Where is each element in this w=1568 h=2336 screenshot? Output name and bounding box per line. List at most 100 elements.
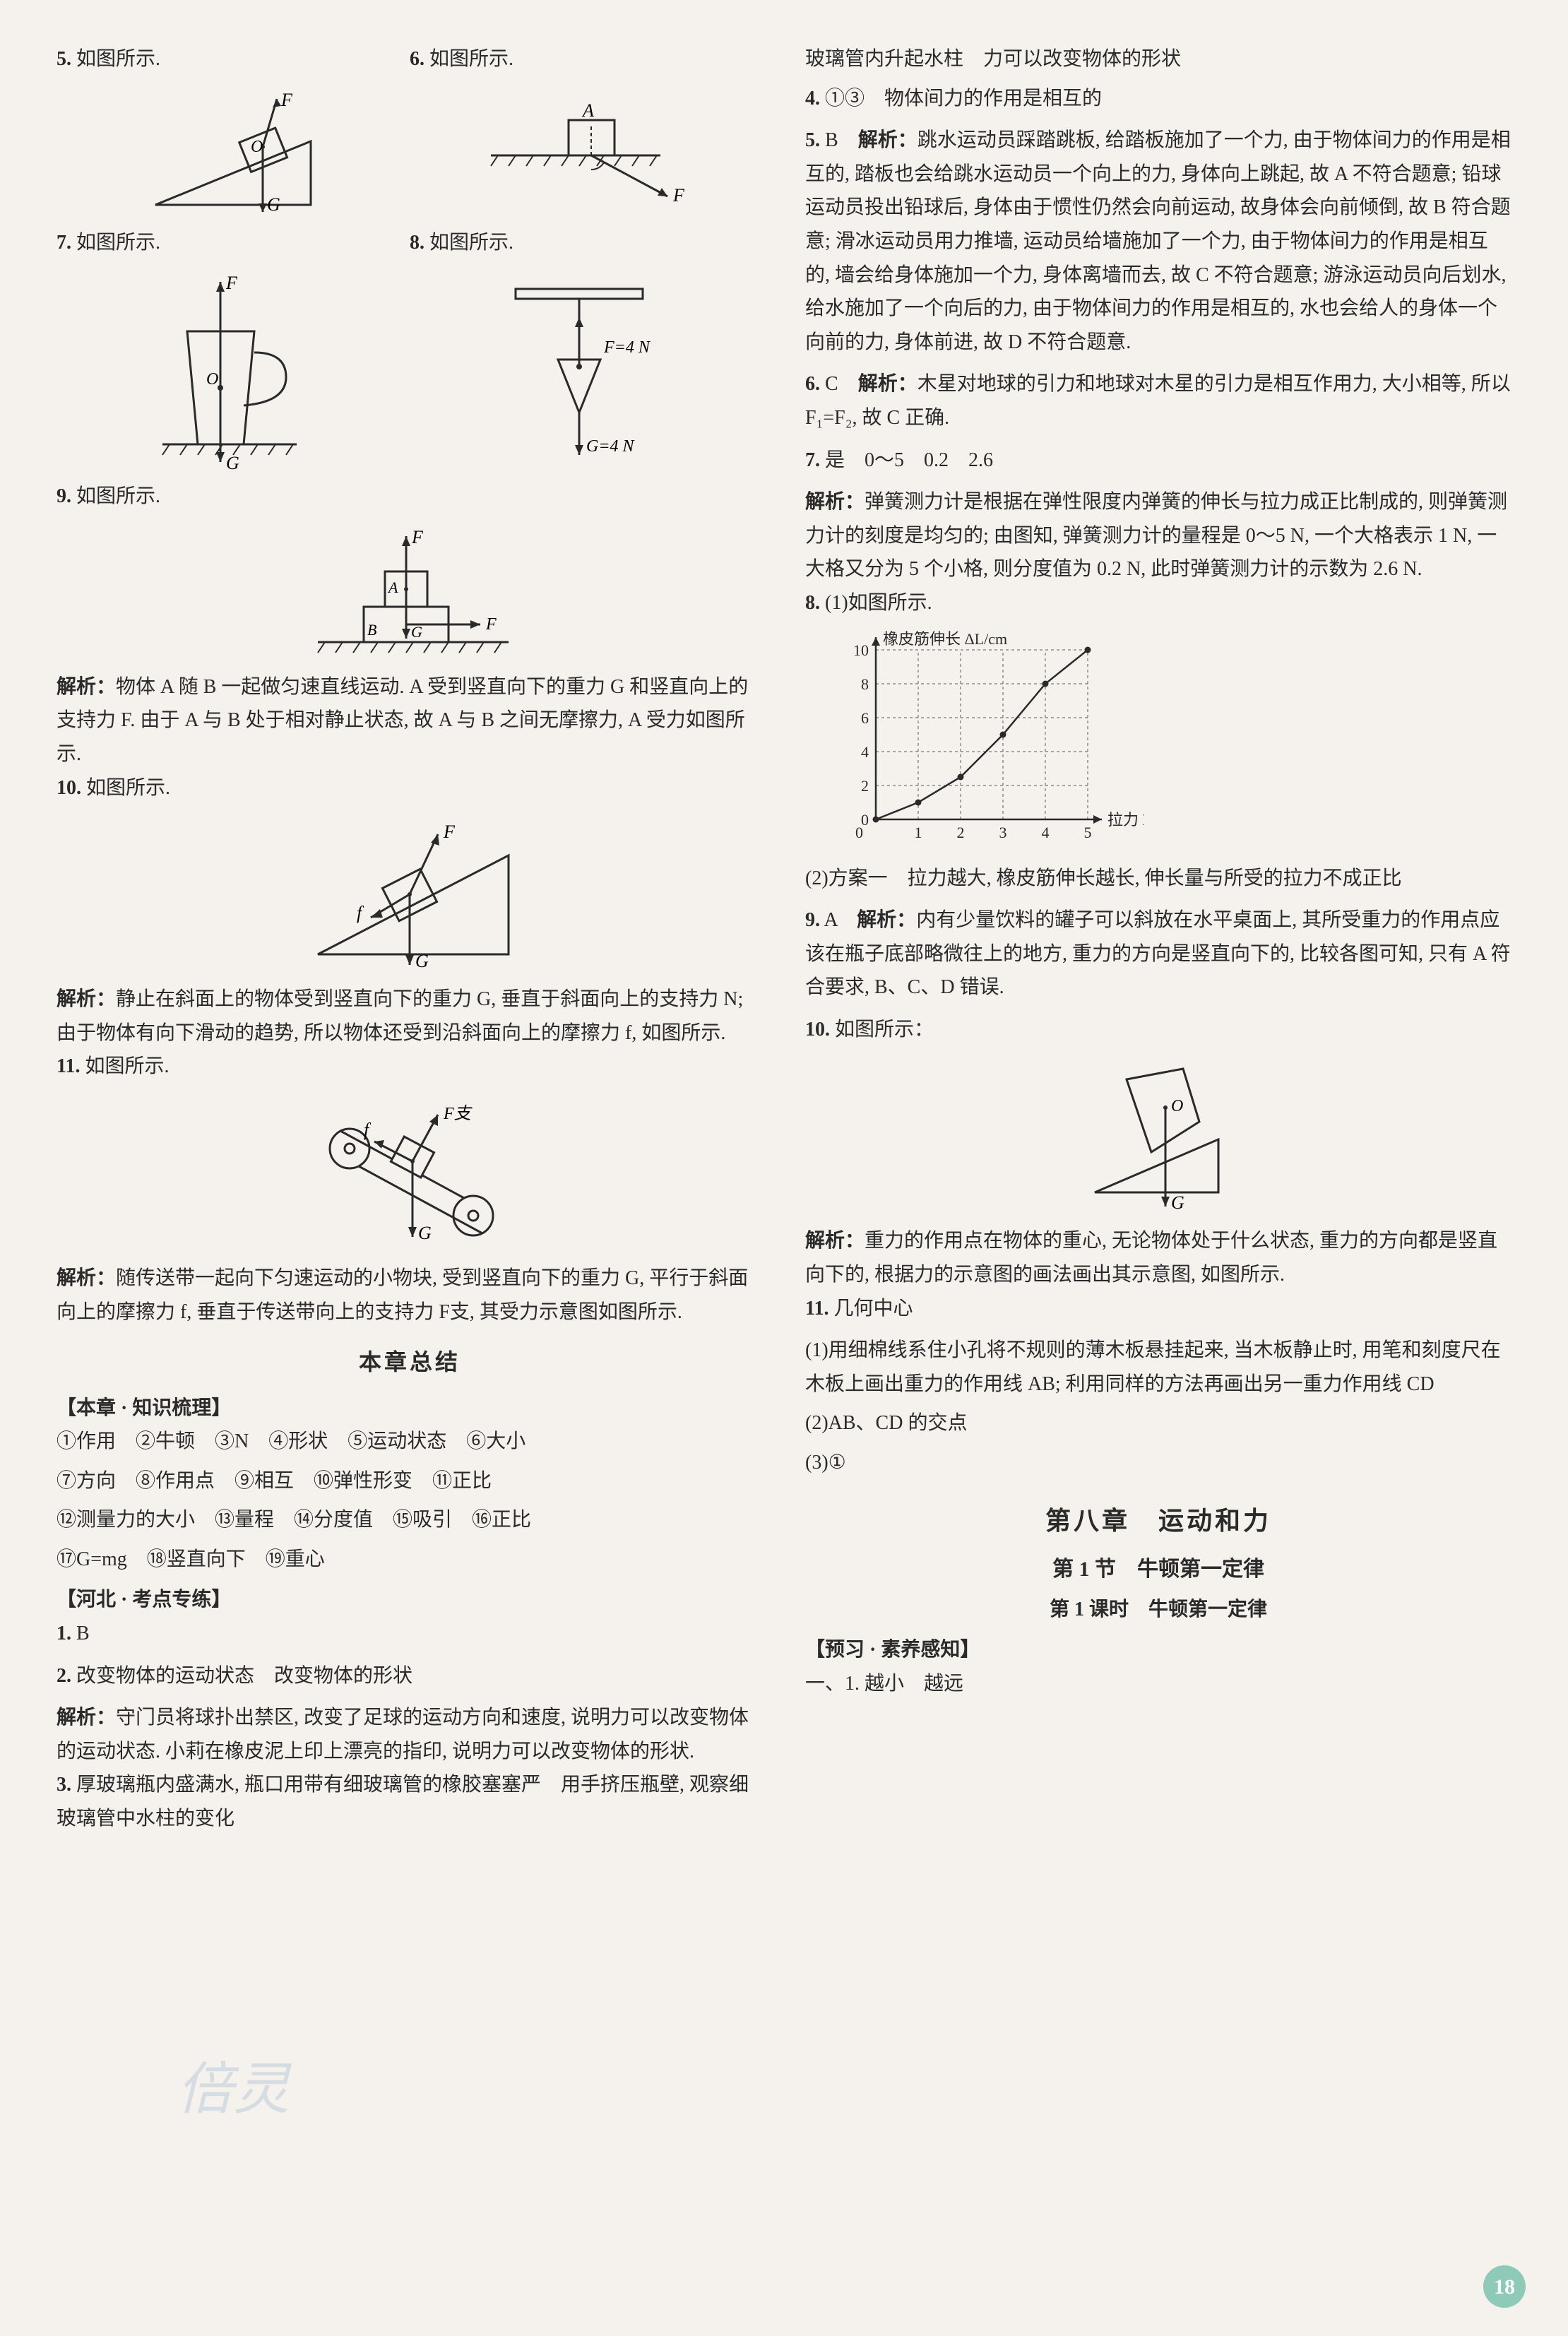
page-number: 18 (1483, 2265, 1526, 2308)
section-subtitle: 第 1 节 牛顿第一定律 (805, 1551, 1511, 1587)
r10-explain: 重力的作用点在物体的重心, 无论物体处于什么状态, 重力的方向都是竖直向下的, … (805, 1230, 1497, 1286)
svg-text:G: G (418, 1223, 432, 1243)
q11-text: 如图所示. (85, 1055, 169, 1077)
r10-explain-label: 解析： (805, 1230, 865, 1252)
svg-text:0: 0 (855, 824, 863, 841)
svg-text:G: G (267, 194, 280, 215)
q7-q8-row: 7. 如图所示. (57, 226, 763, 480)
r8-part1: (1)如图所示. (825, 592, 932, 614)
svg-text:A: A (387, 579, 398, 596)
svg-text:1: 1 (915, 824, 922, 841)
diagram-6: A F (410, 85, 763, 219)
q6-label: 6. (410, 48, 424, 70)
right-column: 玻璃管内升起水柱 力可以改变物体的形状 4. ①③ 物体间力的作用是相互的 5.… (805, 42, 1511, 1844)
q10-text: 如图所示. (86, 777, 170, 799)
h2-text: 改变物体的运动状态 改变物体的形状 (76, 1665, 412, 1687)
svg-text:F=4 N: F=4 N (603, 338, 651, 357)
h1-text: B (76, 1623, 90, 1644)
q11-label: 11. (57, 1055, 80, 1077)
explain10-text: 静止在斜面上的物体受到竖直向下的重力 G, 垂直于斜面向上的支持力 N; 由于物… (57, 988, 743, 1044)
diagram-9: F A B G F (57, 522, 763, 663)
r6-answer: C (825, 373, 838, 395)
svg-text:F支: F支 (443, 1104, 473, 1123)
svg-text:4: 4 (1042, 824, 1050, 841)
r9-answer: A (824, 909, 837, 931)
q5-q6-row: 5. 如图所示. F O G (57, 42, 763, 226)
svg-text:4: 4 (861, 743, 869, 761)
svg-text:8: 8 (861, 675, 869, 693)
svg-text:拉力 F/N: 拉力 F/N (1107, 811, 1144, 829)
q7-text: 如图所示. (76, 232, 160, 254)
r4-label: 4. (805, 88, 820, 109)
explain9-label: 解析： (57, 676, 116, 698)
svg-text:F: F (443, 822, 456, 842)
r11-part2: (2)AB、CD 的交点 (805, 1406, 1511, 1440)
explain11-label: 解析： (57, 1267, 116, 1289)
r7-answer: 是 0～5 0.2 2.6 (825, 449, 993, 471)
explain9-text: 物体 A 随 B 一起做匀速直线运动. A 受到竖直向下的重力 G 和竖直向上的… (57, 676, 748, 765)
h2-explain-text: 守门员将球扑出禁区, 改变了足球的运动方向和速度, 说明力可以改变物体的运动状态… (57, 1707, 749, 1762)
r4-text: ①③ 物体间力的作用是相互的 (825, 88, 1102, 109)
summary-title: 本章总结 (57, 1343, 763, 1381)
svg-text:A: A (581, 100, 594, 121)
r6-explain-label: 解析： (858, 373, 917, 395)
svg-text:6: 6 (861, 709, 869, 727)
preview-title: 【预习 · 素养感知】 (805, 1633, 1511, 1667)
r7-explain-label: 解析： (805, 491, 865, 513)
explain10-label: 解析： (57, 988, 116, 1010)
diagram-8: F=4 N G=4 N (410, 268, 763, 473)
q5-text: 如图所示. (76, 48, 160, 70)
diagram-5: F O G (57, 85, 410, 219)
diagram-10r: O G (805, 1055, 1511, 1217)
svg-text:B: B (367, 621, 376, 639)
knowledge-title: 【本章 · 知识梳理】 (57, 1392, 763, 1425)
r7-label: 7. (805, 449, 820, 471)
h3-text: 厚玻璃瓶内盛满水, 瓶口用带有细玻璃管的橡胶塞塞严 用手挤压瓶壁, 观察细玻璃管… (57, 1774, 749, 1830)
svg-text:G: G (1171, 1192, 1184, 1213)
h3-label: 3. (57, 1774, 71, 1796)
knowledge-line4: ⑰G=mg ⑱竖直向下 ⑲重心 (57, 1543, 763, 1577)
watermark: 倍灵 (177, 2042, 290, 2138)
r5-text: 跳水运动员踩踏跳板, 给踏板施加了一个力, 由于物体间力的作用是相互的, 踏板也… (805, 129, 1511, 353)
svg-text:O: O (1171, 1097, 1183, 1115)
diagram-10: F f G (57, 813, 763, 976)
svg-text:G=4 N: G=4 N (586, 437, 636, 456)
h1-label: 1. (57, 1623, 71, 1644)
chart-8: 024681012345橡皮筋伸长 ΔL/cm拉力 F/N0 (833, 629, 1511, 855)
svg-text:f: f (364, 1120, 372, 1140)
q8-text: 如图所示. (429, 232, 513, 254)
r6-label: 6. (805, 373, 820, 395)
r9-explain-label: 解析： (857, 909, 916, 931)
svg-text:3: 3 (999, 824, 1007, 841)
r11-answer: 几何中心 (833, 1298, 913, 1320)
d5-F-label: F (280, 90, 293, 110)
svg-text:O: O (251, 138, 263, 156)
r5-answer: B (825, 129, 838, 151)
h2-label: 2. (57, 1665, 71, 1687)
svg-text:F: F (411, 527, 424, 547)
preview1: 一、1. 越小 越远 (805, 1667, 1511, 1701)
svg-text:橡皮筋伸长 ΔL/cm: 橡皮筋伸长 ΔL/cm (883, 630, 1007, 648)
q7-label: 7. (57, 232, 71, 254)
page-layout: 5. 如图所示. F O G (57, 42, 1511, 1844)
r8-label: 8. (805, 592, 820, 614)
r10-label: 10. (805, 1019, 830, 1040)
r11-label: 11. (805, 1298, 828, 1320)
explain11-text: 随传送带一起向下匀速运动的小物块, 受到竖直向下的重力 G, 平行于斜面向上的摩… (57, 1267, 748, 1323)
lesson-subtitle: 第 1 课时 牛顿第一定律 (805, 1593, 1511, 1627)
svg-text:10: 10 (853, 641, 869, 659)
svg-text:2: 2 (957, 824, 965, 841)
r7-text: 弹簧测力计是根据在弹性限度内弹簧的伸长与拉力成正比制成的, 则弹簧测力计的刻度是… (805, 491, 1507, 580)
left-column: 5. 如图所示. F O G (57, 42, 763, 1844)
svg-text:F: F (672, 185, 685, 206)
knowledge-line3: ⑫测量力的大小 ⑬量程 ⑭分度值 ⑮吸引 ⑯正比 (57, 1503, 763, 1537)
hebei-title: 【河北 · 考点专练】 (57, 1583, 763, 1617)
svg-text:5: 5 (1084, 824, 1092, 841)
diagram-11: F支 f G (57, 1092, 763, 1255)
chapter-title: 第八章 运动和力 (805, 1500, 1511, 1543)
svg-text:F: F (225, 273, 238, 293)
q8-label: 8. (410, 232, 424, 254)
q9-text: 如图所示. (76, 485, 160, 507)
r5-explain-label: 解析： (858, 129, 917, 151)
knowledge-line2: ⑦方向 ⑧作用点 ⑨相互 ⑩弹性形变 ⑪正比 (57, 1464, 763, 1498)
